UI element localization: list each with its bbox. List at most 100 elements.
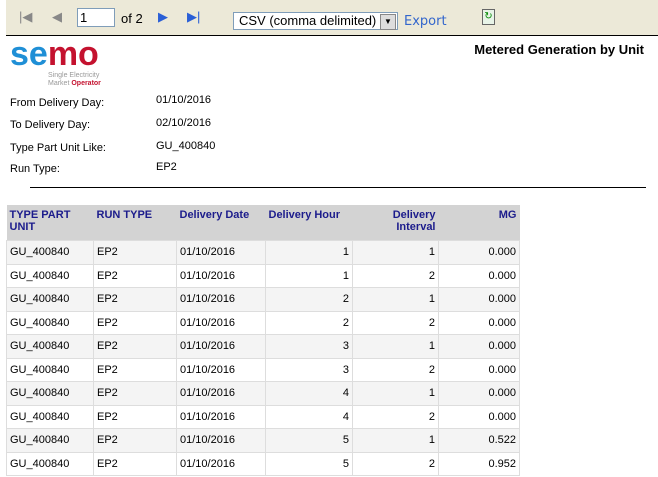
chevron-down-icon[interactable]: ▼ bbox=[380, 14, 396, 30]
export-format-value: CSV (comma delimited) bbox=[239, 13, 377, 28]
last-page-icon[interactable]: ▶| bbox=[187, 9, 201, 24]
table-cell: 01/10/2016 bbox=[176, 310, 266, 335]
table-cell: 0.000 bbox=[438, 310, 520, 335]
table-row: GU_400840 EP2 01/10/2016 3 2 0.000 bbox=[6, 357, 520, 382]
page-number-input[interactable] bbox=[77, 8, 115, 27]
column-header: Delivery Hour bbox=[265, 205, 353, 241]
table-cell: 01/10/2016 bbox=[176, 381, 266, 406]
table-cell: 0.952 bbox=[438, 451, 520, 476]
table-cell: GU_400840 bbox=[6, 240, 94, 265]
table-cell: 01/10/2016 bbox=[176, 451, 266, 476]
table-cell: GU_400840 bbox=[6, 451, 94, 476]
table-cell: 01/10/2016 bbox=[176, 263, 266, 288]
refresh-icon[interactable]: ↻ bbox=[482, 9, 495, 25]
table-cell: 0.000 bbox=[438, 287, 520, 312]
column-header: Delivery Interval bbox=[352, 205, 439, 241]
table-cell: 2 bbox=[265, 310, 353, 335]
table-row: GU_400840 EP2 01/10/2016 3 1 0.000 bbox=[6, 334, 520, 359]
table-cell: 5 bbox=[265, 428, 353, 453]
table-cell: EP2 bbox=[93, 451, 177, 476]
table-row: GU_400840 EP2 01/10/2016 1 2 0.000 bbox=[6, 263, 520, 288]
table-cell: GU_400840 bbox=[6, 357, 94, 382]
table-cell: 3 bbox=[265, 334, 353, 359]
table-cell: 2 bbox=[352, 357, 439, 382]
table-cell: EP2 bbox=[93, 357, 177, 382]
table-cell: GU_400840 bbox=[6, 263, 94, 288]
column-header: MG bbox=[438, 205, 520, 241]
table-cell: 1 bbox=[352, 428, 439, 453]
table-row: GU_400840 EP2 01/10/2016 5 1 0.522 bbox=[6, 428, 520, 453]
export-format-select[interactable]: CSV (comma delimited) ▼ bbox=[233, 12, 398, 30]
param-label: From Delivery Day: bbox=[10, 97, 105, 109]
table-cell: 4 bbox=[265, 381, 353, 406]
table-row: GU_400840 EP2 01/10/2016 4 1 0.000 bbox=[6, 381, 520, 406]
param-label: Run Type: bbox=[10, 163, 60, 175]
table-row: GU_400840 EP2 01/10/2016 2 2 0.000 bbox=[6, 310, 520, 335]
table-cell: 1 bbox=[265, 263, 353, 288]
table-row: GU_400840 EP2 01/10/2016 5 2 0.952 bbox=[6, 451, 520, 476]
table-cell: 1 bbox=[352, 334, 439, 359]
table-cell: GU_400840 bbox=[6, 287, 94, 312]
table-cell: 1 bbox=[352, 240, 439, 265]
table-cell: 2 bbox=[352, 263, 439, 288]
table-cell: EP2 bbox=[93, 404, 177, 429]
table-cell: 01/10/2016 bbox=[176, 240, 266, 265]
table-cell: GU_400840 bbox=[6, 404, 94, 429]
table-cell: GU_400840 bbox=[6, 310, 94, 335]
next-page-icon[interactable]: ▶ bbox=[158, 9, 168, 24]
table-cell: 2 bbox=[265, 287, 353, 312]
param-value: 02/10/2016 bbox=[156, 117, 212, 129]
param-value: GU_400840 bbox=[156, 140, 216, 152]
table-cell: 01/10/2016 bbox=[176, 334, 266, 359]
results-table: TYPE PART UNIT RUN TYPE Delivery Date De… bbox=[6, 205, 520, 476]
table-row: GU_400840 EP2 01/10/2016 4 2 0.000 bbox=[6, 404, 520, 429]
table-cell: EP2 bbox=[93, 263, 177, 288]
table-cell: EP2 bbox=[93, 240, 177, 265]
table-cell: 01/10/2016 bbox=[176, 428, 266, 453]
table-cell: 4 bbox=[265, 404, 353, 429]
param-value: 01/10/2016 bbox=[156, 94, 212, 106]
column-header: Delivery Date bbox=[176, 205, 266, 241]
table-cell: 0.000 bbox=[438, 381, 520, 406]
table-cell: 01/10/2016 bbox=[176, 287, 266, 312]
table-cell: EP2 bbox=[93, 287, 177, 312]
table-cell: GU_400840 bbox=[6, 428, 94, 453]
table-cell: 1 bbox=[265, 240, 353, 265]
first-page-icon[interactable]: |◀ bbox=[19, 9, 33, 24]
table-cell: 01/10/2016 bbox=[176, 357, 266, 382]
param-label: To Delivery Day: bbox=[10, 119, 91, 131]
table-cell: EP2 bbox=[93, 381, 177, 406]
table-row: GU_400840 EP2 01/10/2016 1 1 0.000 bbox=[6, 240, 520, 265]
table-cell: 2 bbox=[352, 404, 439, 429]
table-cell: EP2 bbox=[93, 334, 177, 359]
report-title: Metered Generation by Unit bbox=[474, 42, 644, 57]
table-cell: 2 bbox=[352, 451, 439, 476]
table-cell: 0.522 bbox=[438, 428, 520, 453]
table-cell: 0.000 bbox=[438, 357, 520, 382]
export-link[interactable]: Export bbox=[404, 14, 447, 29]
semo-logo: semo Single Electricity Market Operator bbox=[10, 35, 101, 87]
table-cell: 1 bbox=[352, 287, 439, 312]
report-toolbar: |◀ ◀ of 2 ▶ ▶| CSV (comma delimited)▼ Ex… bbox=[6, 0, 658, 36]
table-cell: 0.000 bbox=[438, 240, 520, 265]
page-count: of 2 bbox=[121, 11, 143, 26]
column-header: RUN TYPE bbox=[93, 205, 177, 241]
table-cell: 0.000 bbox=[438, 263, 520, 288]
param-label: Type Part Unit Like: bbox=[10, 142, 106, 154]
divider bbox=[30, 187, 646, 188]
table-cell: GU_400840 bbox=[6, 334, 94, 359]
column-header: TYPE PART UNIT bbox=[6, 205, 94, 241]
table-row: GU_400840 EP2 01/10/2016 2 1 0.000 bbox=[6, 287, 520, 312]
table-cell: 0.000 bbox=[438, 334, 520, 359]
previous-page-icon[interactable]: ◀ bbox=[52, 9, 62, 24]
table-cell: EP2 bbox=[93, 428, 177, 453]
table-cell: EP2 bbox=[93, 310, 177, 335]
table-cell: 2 bbox=[352, 310, 439, 335]
table-cell: 3 bbox=[265, 357, 353, 382]
table-cell: 1 bbox=[352, 381, 439, 406]
param-value: EP2 bbox=[156, 161, 177, 173]
table-cell: 01/10/2016 bbox=[176, 404, 266, 429]
table-cell: 0.000 bbox=[438, 404, 520, 429]
table-cell: GU_400840 bbox=[6, 381, 94, 406]
table-cell: 5 bbox=[265, 451, 353, 476]
